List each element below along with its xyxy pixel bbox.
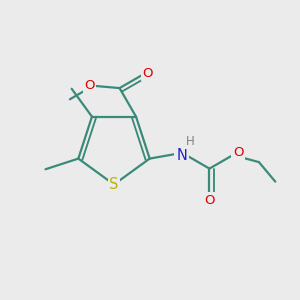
Text: N: N [176,148,187,163]
Text: O: O [204,194,215,207]
Text: O: O [84,79,95,92]
Text: O: O [233,146,244,159]
Text: O: O [142,67,153,80]
Text: S: S [109,177,119,192]
Text: H: H [186,135,195,148]
